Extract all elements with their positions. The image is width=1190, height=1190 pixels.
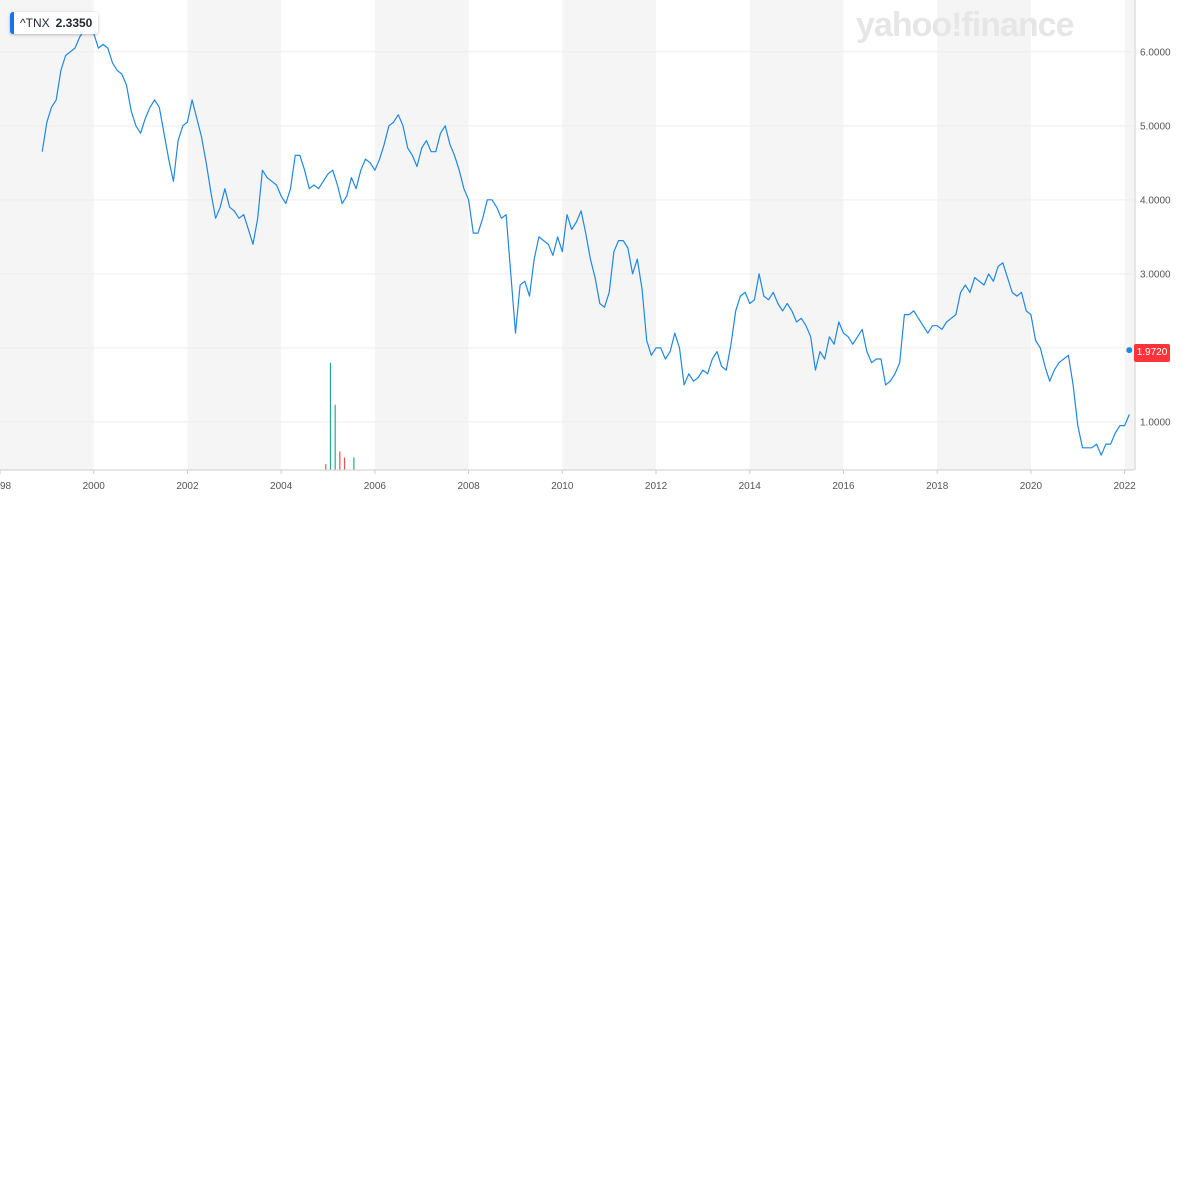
volume-bar bbox=[353, 457, 355, 470]
year-band bbox=[562, 0, 657, 470]
x-tick-label: 1998 bbox=[0, 481, 12, 492]
volume-bar bbox=[343, 457, 346, 470]
x-tick-label: 2010 bbox=[551, 481, 574, 492]
volume-bar bbox=[329, 362, 332, 470]
x-tick-label: 2014 bbox=[739, 481, 762, 492]
y-tick-label: 5.0000 bbox=[1140, 121, 1171, 132]
x-tick-label: 2018 bbox=[926, 481, 949, 492]
ticker-value: 2.3350 bbox=[55, 16, 93, 30]
x-tick-label: 2000 bbox=[83, 481, 106, 492]
blank-area bbox=[0, 500, 1190, 1190]
volume-bar bbox=[334, 404, 336, 470]
ticker-chip[interactable]: ^TNX 2.3350 bbox=[10, 12, 99, 34]
x-tick-label: 2020 bbox=[1020, 481, 1043, 492]
x-tick-label: 2016 bbox=[832, 481, 855, 492]
x-tick-label: 2012 bbox=[645, 481, 668, 492]
y-tick-label: 1.0000 bbox=[1140, 417, 1171, 428]
chart-container: 1.0000 3.0000 4.0000 5.0000 6.0000 1998 2000 20… bbox=[0, 0, 1190, 500]
price-line bbox=[41, 17, 1130, 456]
x-tick-label: 2002 bbox=[176, 481, 199, 492]
x-tick-label: 2008 bbox=[457, 481, 480, 492]
yahoo-finance-logo: yahoo!finance bbox=[856, 6, 1074, 44]
current-point bbox=[1126, 347, 1133, 354]
year-band bbox=[374, 0, 469, 470]
year-band bbox=[187, 0, 282, 470]
year-band bbox=[749, 0, 844, 470]
x-tick-label: 2004 bbox=[270, 481, 293, 492]
ticker-symbol: ^TNX bbox=[20, 16, 50, 30]
year-band bbox=[1124, 0, 1134, 470]
x-tick-label: 2022 bbox=[1114, 481, 1137, 492]
y-tick-label: 6.0000 bbox=[1140, 47, 1171, 58]
year-band bbox=[0, 0, 94, 470]
volume-bar bbox=[339, 451, 341, 470]
year-band bbox=[937, 0, 1031, 470]
y-tick-label: 4.0000 bbox=[1140, 195, 1171, 206]
y-tick-label: 3.0000 bbox=[1140, 269, 1171, 280]
current-price-tag: 1.9720 bbox=[1134, 344, 1170, 362]
price-chart[interactable]: 1.0000 3.0000 4.0000 5.0000 6.0000 1998 2000 20… bbox=[0, 0, 1190, 500]
x-tick-label: 2006 bbox=[364, 481, 387, 492]
volume-bar bbox=[325, 464, 327, 470]
